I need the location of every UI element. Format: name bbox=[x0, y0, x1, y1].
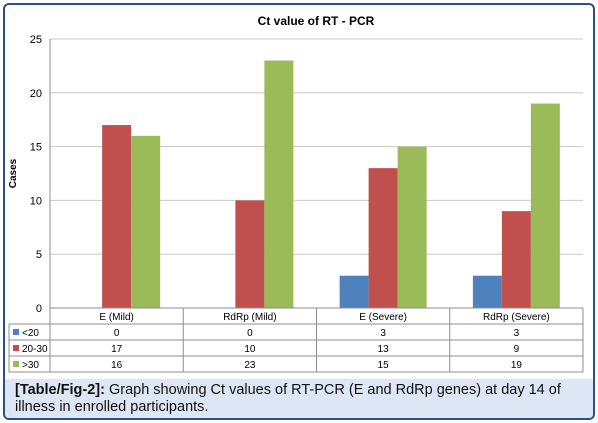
bars bbox=[102, 60, 560, 308]
chart: Ct value of RT - PCR Cases 0 5 10 15 20 25 E … bbox=[8, 14, 584, 373]
figure-frame: Ct value of RT - PCR Cases 0 5 10 15 20 25 E … bbox=[3, 3, 595, 420]
bar bbox=[102, 125, 132, 308]
bar bbox=[530, 103, 560, 308]
legend-label: <20 bbox=[22, 328, 39, 339]
category-label: RdRp (Mild) bbox=[223, 312, 276, 323]
y-tick-label: 15 bbox=[30, 142, 42, 154]
bar bbox=[264, 60, 294, 308]
y-tick-label: 10 bbox=[30, 195, 42, 207]
table-cell-value: 19 bbox=[511, 360, 523, 371]
table-cell-value: 15 bbox=[378, 360, 390, 371]
bar bbox=[397, 146, 427, 308]
bar bbox=[472, 275, 502, 308]
table-cell-value: 3 bbox=[514, 328, 520, 339]
bar bbox=[501, 211, 531, 308]
caption-label: [Table/Fig-2]: bbox=[15, 382, 105, 398]
bar bbox=[339, 275, 369, 308]
y-tick-label: 20 bbox=[30, 88, 42, 100]
chart-title: Ct value of RT - PCR bbox=[258, 14, 375, 28]
table-cell-value: 0 bbox=[247, 328, 253, 339]
category-label: E (Severe) bbox=[359, 312, 407, 323]
legend-swatch bbox=[13, 329, 19, 335]
legend-label: 20-30 bbox=[22, 344, 48, 355]
table-cell-value: 3 bbox=[380, 328, 386, 339]
y-axis-label: Cases bbox=[8, 158, 19, 188]
category-label: E (Mild) bbox=[99, 312, 133, 323]
data-table: E (Mild) RdRp (Mild) E (Severe) RdRp (Sever… bbox=[8, 307, 584, 373]
y-tick-label: 0 bbox=[36, 303, 42, 315]
table-cell-value: 0 bbox=[114, 328, 120, 339]
y-tick-label: 25 bbox=[30, 34, 42, 46]
figure-caption: [Table/Fig-2]: Graph showing Ct values o… bbox=[5, 379, 593, 418]
table-cell-value: 23 bbox=[244, 360, 256, 371]
table-cell-value: 10 bbox=[244, 344, 256, 355]
table-cell-value: 16 bbox=[111, 360, 123, 371]
table-cell-value: 13 bbox=[378, 344, 390, 355]
caption-text: Graph showing Ct values of RT-PCR (E and… bbox=[15, 382, 561, 415]
table-cell-value: 17 bbox=[111, 344, 123, 355]
y-tick-label: 5 bbox=[36, 249, 42, 261]
table-cell-value: 9 bbox=[514, 344, 520, 355]
bar bbox=[368, 168, 398, 308]
bar bbox=[131, 135, 161, 308]
legend-swatch bbox=[13, 361, 19, 367]
legend-label: >30 bbox=[22, 360, 39, 371]
category-label: RdRp (Severe) bbox=[483, 312, 550, 323]
bar bbox=[235, 200, 265, 308]
legend-swatch bbox=[13, 345, 19, 351]
